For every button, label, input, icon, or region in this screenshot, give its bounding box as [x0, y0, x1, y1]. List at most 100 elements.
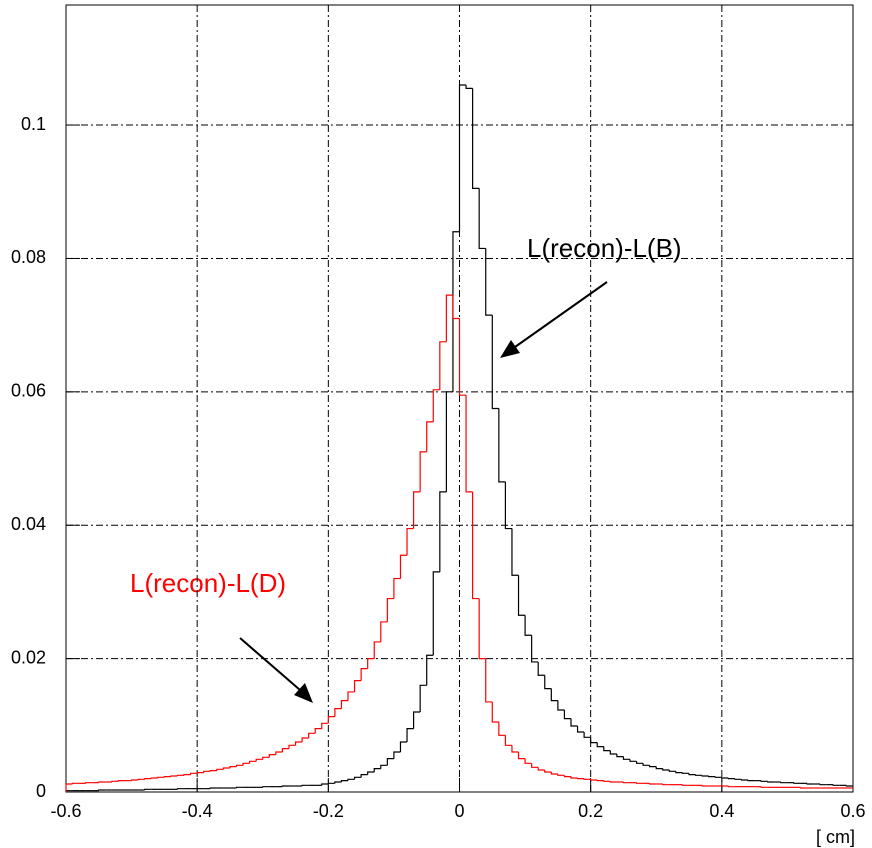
histogram-step [472, 88, 480, 190]
y-tick-label: 0.08 [11, 247, 46, 267]
histogram-step [262, 756, 270, 760]
histogram-step [367, 771, 375, 775]
histogram-step [314, 728, 322, 734]
histogram-step [622, 781, 631, 784]
histogram-step [340, 700, 349, 709]
histogram-step [550, 771, 558, 775]
histogram-step [524, 758, 532, 764]
histogram-step [393, 751, 401, 759]
histogram-step [367, 658, 375, 669]
histogram-step [498, 721, 506, 736]
histogram-step [458, 318, 467, 396]
histogram-step [734, 778, 742, 780]
histogram-step [157, 776, 165, 778]
histogram-step [150, 777, 158, 779]
histogram-step [583, 731, 591, 738]
histogram-step [780, 781, 788, 784]
histogram-step [255, 758, 263, 762]
histogram-step [655, 766, 663, 770]
histogram-step [544, 769, 552, 773]
histogram-step [668, 769, 676, 772]
histogram-step [144, 778, 152, 780]
histogram-step [111, 780, 119, 782]
histogram-step [209, 770, 217, 772]
histogram-step [557, 773, 565, 776]
histogram-step [478, 188, 486, 250]
histogram-step [498, 408, 506, 483]
histogram-step [740, 779, 749, 781]
histogram-step [340, 780, 349, 782]
histogram-step [458, 84, 467, 232]
histogram-step [721, 777, 729, 779]
histogram-step [491, 701, 499, 723]
histogram-step [399, 741, 408, 752]
histogram-step [485, 658, 493, 703]
histogram-step [701, 775, 709, 777]
histogram-step [235, 764, 244, 767]
x-tick-label: 0 [454, 801, 464, 821]
histogram-step [511, 745, 519, 753]
histogram-step [222, 767, 230, 770]
histogram-step [386, 597, 394, 622]
histogram-step [242, 762, 250, 766]
histogram-step [353, 776, 362, 780]
histogram-step [603, 746, 611, 752]
histogram-step [524, 615, 532, 636]
y-tick-label: 0.06 [11, 381, 46, 401]
histogram-step [832, 784, 840, 786]
annotation: L(recon)-L(D) [130, 568, 286, 598]
histogram-step [321, 783, 329, 786]
histogram-step [380, 621, 388, 642]
histogram-step [747, 779, 755, 782]
histogram-step [681, 772, 690, 774]
histogram-step [445, 391, 453, 492]
histogram-step [662, 783, 670, 786]
histogram-step [622, 756, 631, 760]
histogram-step [793, 782, 801, 784]
histogram-step [806, 783, 814, 785]
histogram-step [406, 527, 414, 556]
histogram-step [590, 737, 598, 744]
histogram-step [98, 789, 106, 791]
histogram-step [531, 635, 539, 663]
histogram-step [478, 598, 486, 660]
histogram-step [439, 341, 447, 390]
histogram-step [301, 737, 309, 742]
histogram-step [426, 421, 434, 452]
histogram-step [98, 781, 106, 783]
histogram-step [583, 778, 591, 780]
histogram-step [544, 675, 552, 690]
histogram-step [176, 788, 185, 790]
y-tick-label: 0.04 [11, 514, 46, 534]
histogram-step [609, 750, 617, 755]
histogram-step [649, 783, 657, 785]
histogram-step [760, 780, 768, 782]
histogram-step [347, 691, 355, 701]
histogram-step [531, 763, 539, 768]
histogram-step [117, 780, 126, 782]
histogram-step [681, 784, 690, 786]
histogram-step [432, 571, 440, 656]
histogram-step [727, 777, 735, 780]
histogram-step [576, 777, 585, 780]
histogram-step [570, 718, 578, 727]
histogram-step [511, 528, 519, 576]
histogram-step [144, 788, 152, 790]
histogram-step [426, 654, 434, 686]
histogram-step [767, 781, 775, 783]
histogram-step [412, 491, 421, 529]
y-tick-label: 0.1 [21, 114, 46, 134]
histogram-step [701, 785, 709, 787]
x-tick-label: 0.2 [578, 801, 603, 821]
arrow [514, 281, 608, 348]
histogram-step [845, 785, 853, 787]
histogram-step [399, 554, 408, 579]
histogram-step [360, 774, 368, 778]
histogram-step [327, 716, 335, 724]
histogram-step [649, 765, 657, 768]
histogram-step [695, 774, 703, 776]
histogram-step [288, 744, 296, 749]
annotation: L(recon)-L(B) [527, 233, 682, 263]
histogram-step [294, 741, 303, 746]
histogram-step [596, 742, 604, 748]
